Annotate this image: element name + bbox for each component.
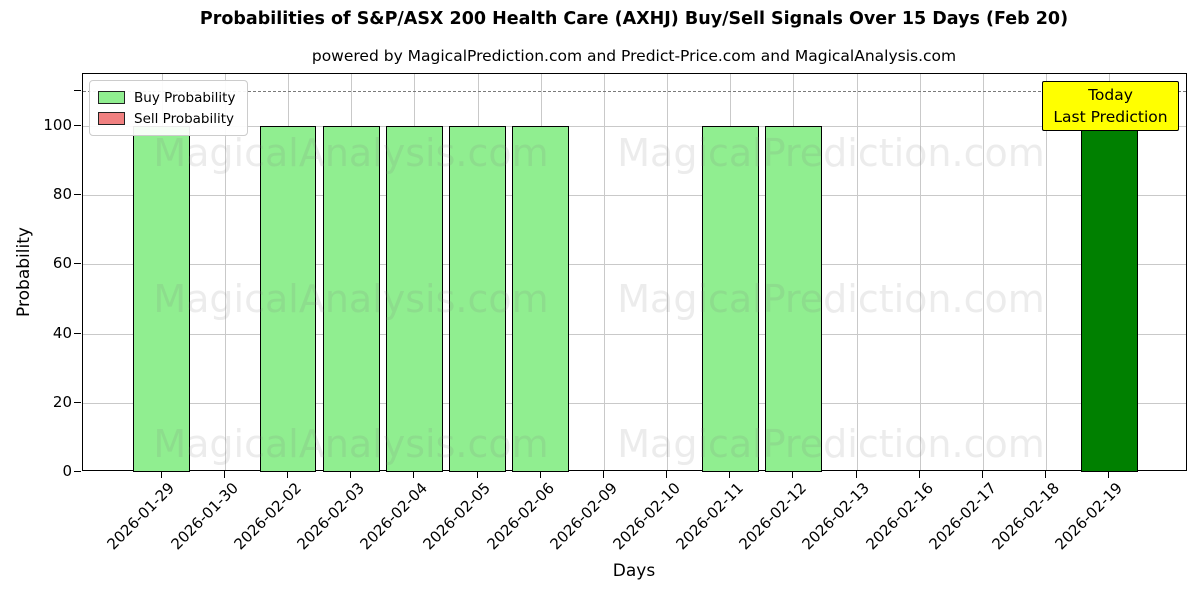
bar-2026-02-05 <box>449 125 506 472</box>
x-tick-label: 2026-02-17 <box>925 479 1000 554</box>
v-gridline <box>919 74 921 470</box>
y-tick-label: 60 <box>52 254 72 273</box>
y-tick-mark <box>74 401 81 403</box>
today-annotation-line1: Today <box>1088 86 1133 104</box>
x-tick-label: 2026-02-12 <box>735 479 811 554</box>
x-tick-mark <box>855 471 857 478</box>
bar-2026-02-11 <box>701 125 759 472</box>
bar-2026-02-02 <box>259 125 317 472</box>
today-annotation-line2: Last Prediction <box>1053 108 1168 126</box>
v-gridline <box>667 74 669 470</box>
bar-2026-01-29 <box>133 125 191 472</box>
x-tick-label: 2026-02-04 <box>356 479 432 554</box>
x-tick-label: 2026-02-02 <box>230 479 305 554</box>
legend-item-sell: Sell Probability <box>98 108 235 129</box>
today-annotation: Today Last Prediction <box>1042 81 1179 131</box>
y-tick-label: 0 <box>62 462 72 480</box>
x-tick-label: 2026-02-06 <box>483 479 558 554</box>
x-tick-mark <box>602 471 604 478</box>
x-tick-label: 2026-01-30 <box>167 479 242 554</box>
h-gridline <box>83 125 1186 127</box>
x-tick-mark <box>729 471 731 478</box>
x-axis-label: Days <box>612 561 656 581</box>
x-tick-label: 2026-02-16 <box>862 479 937 554</box>
watermark-prediction: MagicalPrediction.com <box>617 277 1045 321</box>
threshold-dashed-line <box>83 91 1186 93</box>
watermark-prediction: MagicalPrediction.com <box>617 131 1045 175</box>
x-tick-mark <box>160 471 162 478</box>
v-gridline <box>982 74 984 470</box>
x-tick-label: 2026-02-13 <box>798 479 874 554</box>
bar-2026-02-06 <box>512 125 570 472</box>
watermark-prediction: MagicalPrediction.com <box>617 422 1045 466</box>
x-tick-label: 2026-02-05 <box>419 479 495 554</box>
x-tick-mark <box>476 471 478 478</box>
bar-2026-02-03 <box>322 125 380 472</box>
x-tick-mark <box>223 471 225 478</box>
y-tick-label: 20 <box>52 392 72 411</box>
x-tick-label: 2026-01-29 <box>104 479 179 554</box>
x-tick-label: 2026-02-18 <box>988 479 1063 554</box>
x-tick-label: 2026-02-19 <box>1051 479 1127 554</box>
y-tick-label: 40 <box>52 323 72 342</box>
x-tick-mark <box>1108 471 1110 478</box>
plot-area: MagicalAnalysis.comMagicalPrediction.com… <box>82 73 1187 472</box>
x-tick-mark <box>792 471 794 478</box>
sell-swatch-icon <box>98 112 125 125</box>
legend-label-sell: Sell Probability <box>134 110 235 127</box>
y-tick-mark-threshold <box>74 90 81 92</box>
x-tick-label: 2026-02-03 <box>293 479 368 554</box>
y-tick-mark <box>74 263 81 265</box>
bar-2026-02-12 <box>765 125 822 472</box>
x-tick-mark <box>413 471 415 478</box>
buy-swatch-icon <box>98 91 125 104</box>
chart-title: Probabilities of S&P/ASX 200 Health Care… <box>199 9 1069 29</box>
legend: Buy Probability Sell Probability <box>89 80 249 136</box>
v-gridline <box>856 74 858 470</box>
x-tick-mark <box>539 471 541 478</box>
y-tick-mark <box>74 124 81 126</box>
x-tick-mark <box>1045 471 1047 478</box>
x-tick-label: 2026-02-11 <box>672 479 748 554</box>
y-tick-label: 80 <box>52 185 72 204</box>
y-tick-mark <box>74 194 81 196</box>
h-gridline <box>83 195 1186 197</box>
chart-subtitle: powered by MagicalPrediction.com and Pre… <box>311 47 957 65</box>
h-gridline <box>83 333 1186 335</box>
y-tick-mark <box>74 471 81 472</box>
x-tick-mark <box>350 471 352 478</box>
v-gridline <box>224 74 226 470</box>
y-tick-mark <box>74 332 81 334</box>
bar-2026-02-19 <box>1080 125 1138 472</box>
x-tick-mark <box>666 471 668 478</box>
bar-2026-02-04 <box>385 125 443 472</box>
h-gridline <box>83 264 1186 266</box>
legend-label-buy: Buy Probability <box>134 89 236 106</box>
y-tick-label: 100 <box>43 115 72 134</box>
x-tick-mark <box>287 471 289 478</box>
x-tick-label: 2026-02-09 <box>546 479 621 554</box>
v-gridline <box>603 74 605 470</box>
x-tick-label: 2026-02-10 <box>609 479 684 554</box>
legend-item-buy: Buy Probability <box>98 87 235 108</box>
h-gridline <box>83 402 1186 404</box>
x-tick-mark <box>918 471 920 478</box>
v-gridline <box>1046 74 1048 470</box>
x-tick-mark <box>981 471 983 478</box>
